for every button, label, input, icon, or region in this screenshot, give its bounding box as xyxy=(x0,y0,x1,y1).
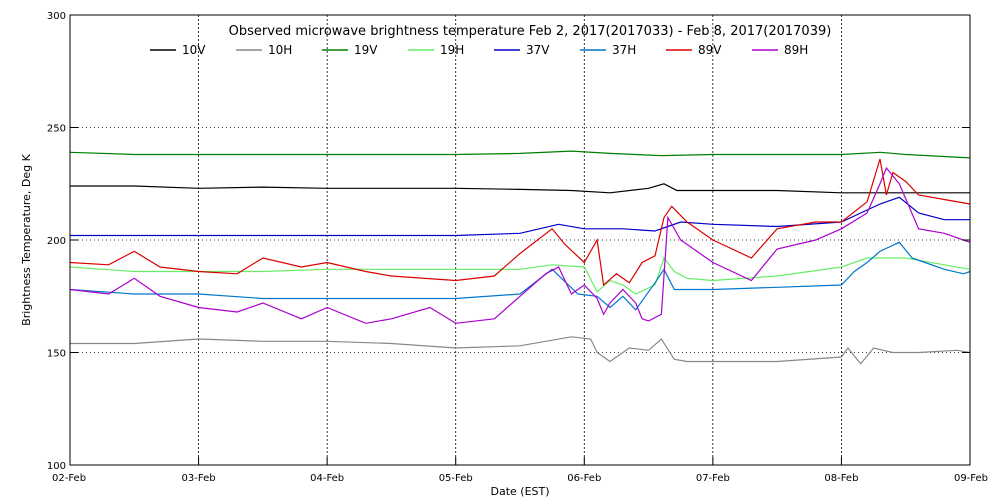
legend-label-19V: 19V xyxy=(354,43,378,57)
chart-title: Observed microwave brightness temperatur… xyxy=(229,24,832,39)
x-axis-label: Date (EST) xyxy=(490,485,549,498)
y-tick-label: 150 xyxy=(47,349,66,360)
x-tick-label: 03-Feb xyxy=(182,473,216,484)
x-tick-label: 08-Feb xyxy=(824,473,858,484)
grid xyxy=(70,15,970,465)
y-tick-label: 200 xyxy=(47,236,66,247)
x-axis: 02-Feb 03-Feb 04-Feb 05-Feb 06-Feb 07-Feb 08-F… xyxy=(52,457,988,484)
series-line-89H xyxy=(69,166,971,324)
y-tick-label: 300 xyxy=(47,11,66,22)
x-tick-label: 06-Feb xyxy=(567,473,601,484)
series-line-10H xyxy=(70,336,971,365)
series-line-89V xyxy=(69,158,971,287)
x-tick-label: 07-Feb xyxy=(696,473,730,484)
x-tick-label: 05-Feb xyxy=(439,473,473,484)
y-axis-label: Brightness Temperature, Deg K xyxy=(20,153,33,325)
series-layer xyxy=(69,150,971,365)
legend-label-37H: 37H xyxy=(612,43,636,57)
series-line-37V xyxy=(70,196,970,237)
series-line-19V xyxy=(69,150,971,159)
legend-label-19H: 19H xyxy=(440,43,464,57)
y-tick-label: 250 xyxy=(47,124,66,135)
series-line-19H xyxy=(69,256,971,295)
x-tick-label: 04-Feb xyxy=(310,473,344,484)
legend-label-10H: 10H xyxy=(268,43,292,57)
y-tick-label: 100 xyxy=(47,461,66,472)
legend: 10V 10H 19V 19H 37V 37H 89V 89H xyxy=(150,43,808,57)
y-axis: 100 150 200 250 300 xyxy=(47,11,970,472)
x-tick-label: 02-Feb xyxy=(52,473,86,484)
series-line-10V xyxy=(70,183,970,194)
legend-label-10V: 10V xyxy=(182,43,206,57)
series-line-37H xyxy=(69,241,971,311)
x-tick-label: 09-Feb xyxy=(954,473,988,484)
legend-label-89V: 89V xyxy=(698,43,722,57)
legend-label-37V: 37V xyxy=(526,43,550,57)
legend-label-89H: 89H xyxy=(784,43,808,57)
